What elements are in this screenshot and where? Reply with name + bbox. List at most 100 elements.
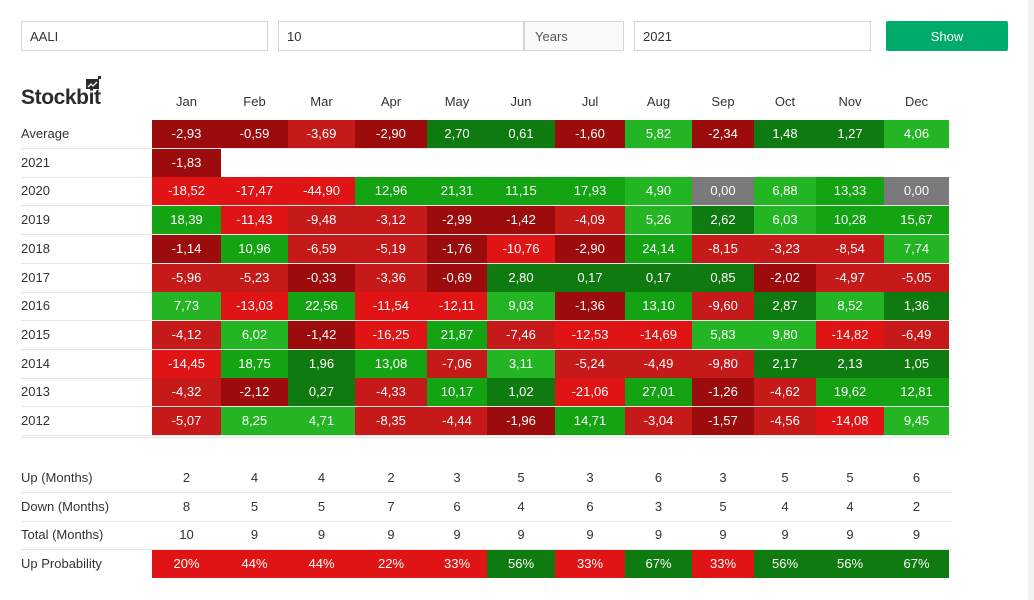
table-cell: -5,23 — [221, 263, 288, 292]
table-cell: 13,08 — [355, 349, 427, 378]
summary-row: Total (Months) 10 9 9 9 9 9 9 9 9 9 9 9 — [21, 521, 952, 551]
table-cell: -6,49 — [884, 320, 949, 349]
table-cell: -14,08 — [816, 407, 884, 435]
section-divider — [21, 437, 952, 438]
table-cell: Jul — [581, 94, 599, 109]
table-cell: -14,69 — [625, 320, 692, 349]
table-cell: -11,43 — [221, 206, 288, 235]
table-cell: Apr — [380, 94, 402, 109]
table-cell: -5,07 — [152, 407, 221, 435]
table-cell: 11,15 — [487, 177, 555, 206]
table-cell: 9 — [387, 527, 395, 543]
table-cell: -44,90 — [288, 177, 355, 206]
table-cell: 22% — [355, 550, 427, 578]
logo-chart-icon — [86, 76, 101, 89]
table-cell: 7 — [387, 498, 395, 514]
table-cell: -0,69 — [427, 263, 487, 292]
table-row: 2019 18,39 -11,43 -9,48 -3,12 -2,99 -1,42 -4,09… — [21, 206, 952, 236]
table-cell: -2,12 — [221, 378, 288, 407]
ticker-input[interactable] — [21, 21, 268, 51]
table-cell: 33% — [692, 550, 754, 578]
table-cell: 9 — [719, 527, 727, 543]
table-cell: 67% — [625, 550, 692, 578]
years-unit-label: Years — [524, 21, 624, 51]
table-cell: 13,33 — [816, 177, 884, 206]
table-cell: 2 — [912, 498, 921, 514]
table-cell: 2,70 — [427, 120, 487, 148]
table-cell: -2,90 — [555, 234, 625, 263]
table-cell: -14,82 — [816, 320, 884, 349]
table-cell: 7,74 — [884, 234, 949, 263]
table-row: 2015 -4,12 6,02 -1,42 -16,25 21,87 -7,46 -12,53… — [21, 320, 952, 350]
table-cell: 0,00 — [884, 177, 949, 206]
table-cell: 9,45 — [884, 407, 949, 435]
row-label: Up Probability — [21, 556, 102, 571]
table-cell: 21,87 — [427, 320, 487, 349]
table-row: 2016 7,73 -13,03 22,56 -11,54 -12,11 9,03 -1,36… — [21, 292, 952, 322]
row-label: 2014 — [21, 355, 50, 371]
table-cell: 12,96 — [355, 177, 427, 206]
table-cell: 18,75 — [221, 349, 288, 378]
table-cell: May — [444, 94, 470, 109]
up-probability-row: Up Probability 20% 44% 44% 22% 33% 56% 33% 67% 33… — [21, 550, 952, 578]
row-label: Up (Months) — [21, 470, 93, 485]
table-cell: 44% — [288, 550, 355, 578]
table-cell: 4 — [317, 470, 326, 485]
table-cell: 3 — [453, 470, 461, 485]
table-cell: Jan — [176, 94, 197, 109]
table-cell: 6,03 — [754, 206, 816, 235]
row-label: Average — [21, 126, 70, 141]
table-cell: 5,83 — [692, 320, 754, 349]
table-cell: 56% — [487, 550, 555, 578]
table-cell: 10 — [179, 527, 194, 543]
table-cell: 6 — [586, 498, 594, 514]
table-cell: -4,44 — [427, 407, 487, 435]
table-cell: 9,80 — [754, 320, 816, 349]
table-cell: Jun — [510, 94, 532, 109]
table-cell: 1,48 — [754, 120, 816, 148]
table-cell: 9 — [250, 527, 259, 543]
table-cell: -4,32 — [152, 378, 221, 407]
table-cell: 13,10 — [625, 292, 692, 321]
summary-row: Down (Months) 8 5 5 7 6 4 6 3 5 4 4 2 — [21, 493, 952, 522]
table-cell: 2 — [387, 470, 395, 485]
table-cell: 8 — [182, 498, 191, 514]
table-cell: 9 — [586, 527, 594, 543]
table-cell: 24,14 — [625, 234, 692, 263]
table-cell: 8,52 — [816, 292, 884, 321]
years-count-input[interactable] — [278, 21, 524, 51]
table-cell: 2,87 — [754, 292, 816, 321]
table-cell: 9,03 — [487, 292, 555, 321]
table-cell: 3,11 — [487, 349, 555, 378]
table-cell: -17,47 — [221, 177, 288, 206]
table-row: 2014 -14,45 18,75 1,96 13,08 -7,06 3,11 -5,24 -4… — [21, 349, 952, 379]
table-cell: -0,59 — [221, 120, 288, 148]
table-cell: -3,04 — [625, 407, 692, 435]
table-cell: -2,93 — [152, 120, 221, 148]
table-cell: 5 — [250, 498, 259, 514]
row-label: 2013 — [21, 384, 50, 400]
page-scrollbar[interactable] — [1028, 0, 1034, 600]
table-cell: 4 — [846, 498, 854, 514]
table-cell: 1,05 — [884, 349, 949, 378]
table-cell: 5 — [517, 470, 525, 485]
table-row: 2021 -1,83 — [21, 148, 952, 178]
table-cell: -1,36 — [555, 292, 625, 321]
table-cell: -16,25 — [355, 320, 427, 349]
table-cell: -7,46 — [487, 320, 555, 349]
table-cell: 1,02 — [487, 378, 555, 407]
table-cell: -18,52 — [152, 177, 221, 206]
table-cell: 6 — [912, 470, 921, 485]
table-cell: 9 — [517, 527, 525, 543]
show-button[interactable]: Show — [886, 21, 1008, 51]
year-input[interactable] — [634, 21, 871, 51]
table-cell: 67% — [884, 550, 949, 578]
table-cell: -1,14 — [152, 234, 221, 263]
table-cell: 33% — [427, 550, 487, 578]
table-cell: -0,33 — [288, 263, 355, 292]
table-cell: -14,45 — [152, 349, 221, 378]
table-cell: 5 — [846, 470, 854, 485]
stockbit-logo: Stockbit — [21, 86, 101, 109]
table-cell: 0,61 — [487, 120, 555, 148]
row-label: Down (Months) — [21, 498, 110, 514]
